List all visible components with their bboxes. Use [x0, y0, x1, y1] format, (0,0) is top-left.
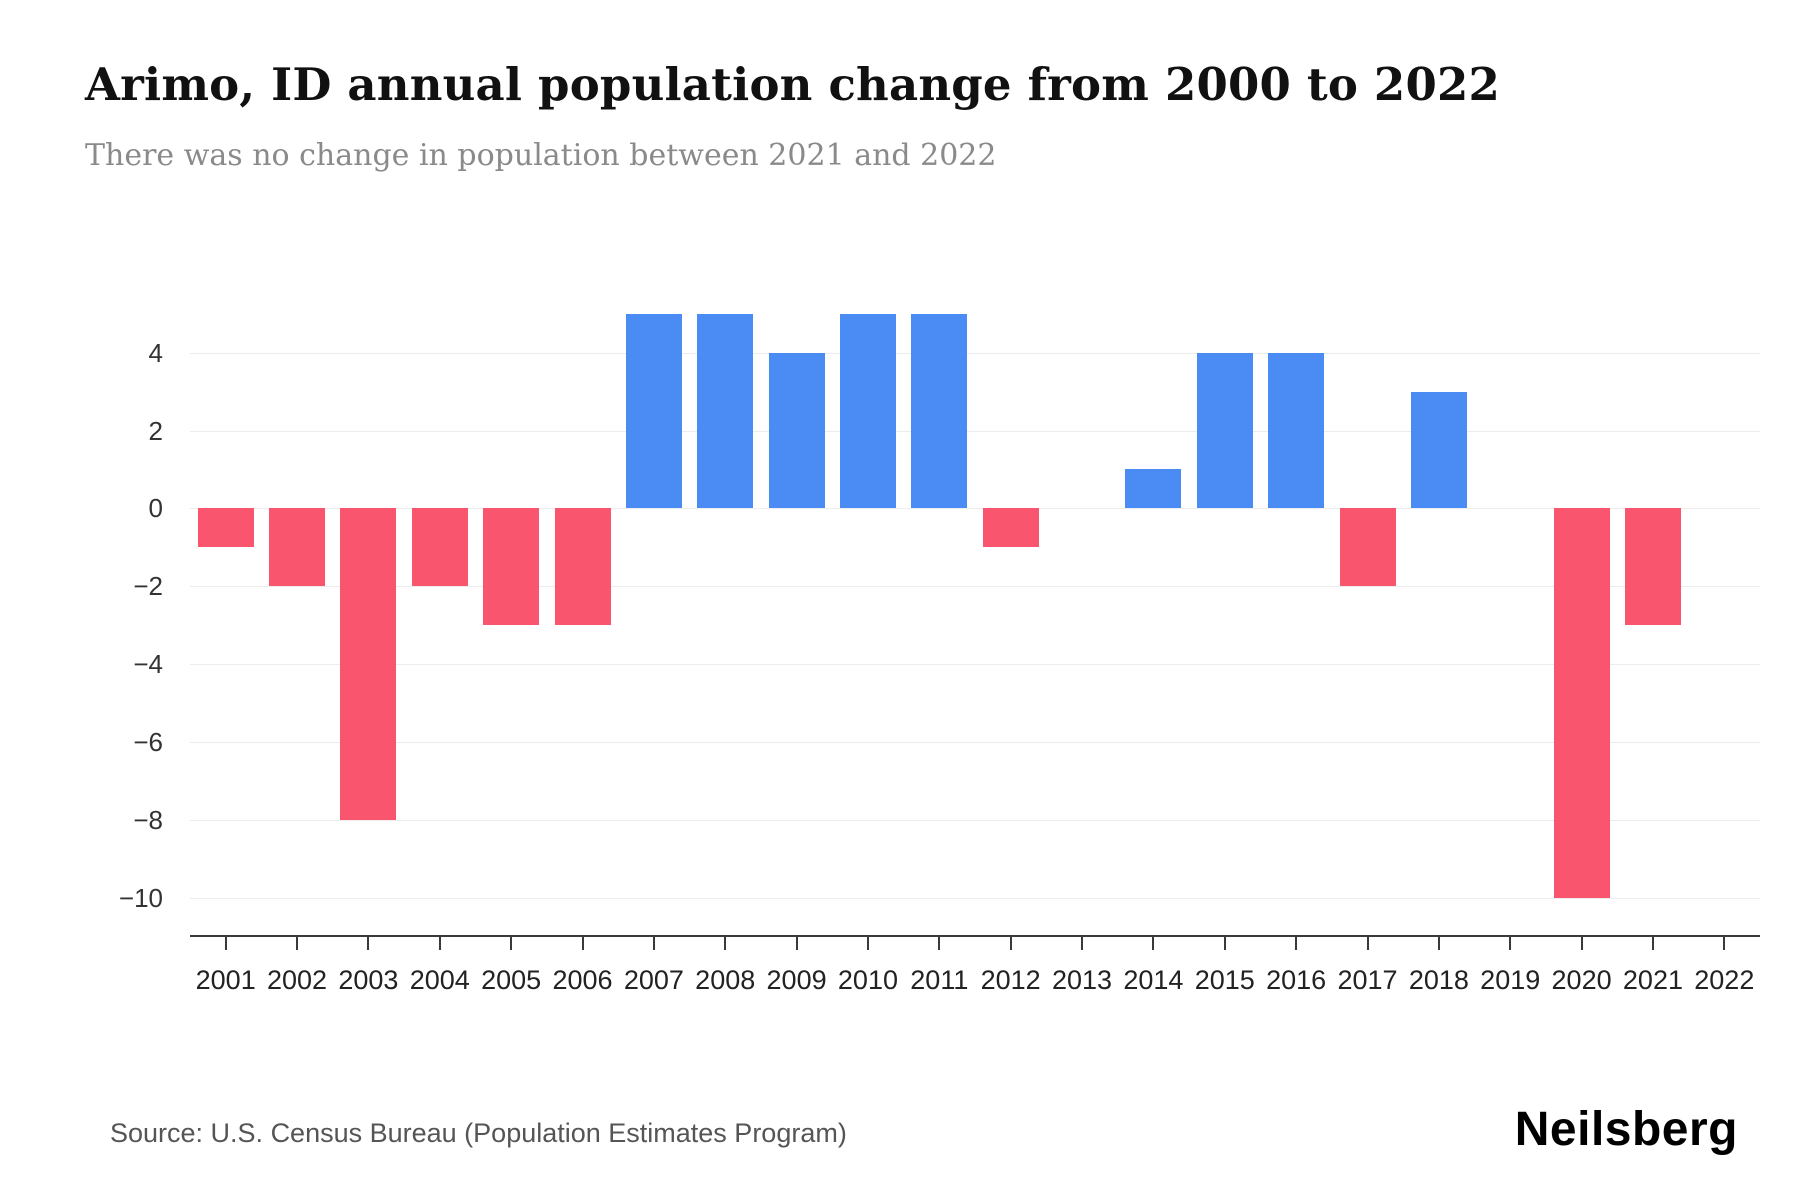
- x-axis-tick: [795, 937, 798, 950]
- x-axis-label: 2014: [1123, 965, 1184, 995]
- x-axis-label: 2018: [1408, 965, 1469, 995]
- bar-2010: [839, 313, 896, 509]
- y-axis-label: 4: [148, 337, 163, 368]
- x-axis-tick: [1295, 937, 1298, 950]
- chart-subtitle: There was no change in population betwee…: [85, 138, 997, 173]
- bar-2018: [1410, 391, 1467, 509]
- chart-title: Arimo, ID annual population change from …: [85, 58, 1500, 111]
- gridline: [190, 820, 1760, 822]
- x-axis-label: 2016: [1266, 965, 1327, 995]
- y-axis-label: −8: [133, 805, 163, 836]
- x-axis-tick: [1580, 937, 1583, 950]
- x-axis-label: 2012: [980, 965, 1041, 995]
- bar-2021: [1624, 508, 1681, 626]
- gridline: [190, 352, 1760, 354]
- x-axis-tick: [296, 937, 299, 950]
- x-axis-tick: [1081, 937, 1084, 950]
- x-axis: 2001 2002 2003 2004 2005 2006 2007 2008 2009 2010…: [190, 937, 1760, 1027]
- x-axis-label: 2005: [481, 965, 542, 995]
- x-axis-tick: [224, 937, 227, 950]
- y-axis-label: −2: [133, 571, 163, 602]
- bar-2001: [197, 508, 254, 548]
- x-axis-tick: [866, 937, 869, 950]
- x-axis-label: 2002: [266, 965, 328, 995]
- source-text: Source: U.S. Census Bureau (Population E…: [110, 1118, 847, 1148]
- y-axis-label: 0: [148, 493, 163, 524]
- gridline: [190, 742, 1760, 744]
- bar-2004: [411, 508, 468, 587]
- y-axis: 4 2 0 −2 −4 −6 −8 −10: [0, 300, 175, 935]
- x-axis-tick: [510, 937, 513, 950]
- x-axis-label: 2010: [837, 965, 898, 995]
- y-axis-label: −10: [118, 882, 163, 913]
- x-axis-label: 2020: [1551, 965, 1612, 995]
- x-axis-label: 2009: [766, 965, 827, 995]
- bar-2014: [1125, 469, 1182, 509]
- x-axis-label: 2006: [552, 965, 613, 995]
- bar-2015: [1196, 352, 1253, 509]
- x-axis-tick: [1509, 937, 1512, 950]
- x-axis-tick: [724, 937, 727, 950]
- bar-2016: [1268, 352, 1325, 509]
- bar-2002: [269, 508, 326, 587]
- bar-2020: [1553, 508, 1610, 898]
- x-axis-tick: [438, 937, 441, 950]
- x-axis-tick: [367, 937, 370, 950]
- bar-2008: [697, 313, 754, 509]
- x-axis-tick: [1009, 937, 1012, 950]
- x-axis-tick: [1651, 937, 1654, 950]
- x-axis-tick: [652, 937, 655, 950]
- x-axis-label: 2013: [1051, 965, 1113, 995]
- plot-area: [190, 300, 1760, 937]
- x-axis-tick: [581, 937, 584, 950]
- gridline: [190, 897, 1760, 899]
- x-axis-tick: [1223, 937, 1226, 950]
- x-axis-label: 2007: [623, 965, 684, 995]
- gridline: [190, 586, 1760, 588]
- bar-2006: [554, 508, 611, 626]
- bar-2007: [625, 313, 682, 509]
- x-axis-label: 2011: [910, 965, 969, 995]
- x-axis-tick: [1152, 937, 1155, 950]
- x-axis-label: 2001: [195, 965, 256, 995]
- x-axis-label: 2021: [1622, 965, 1683, 995]
- y-axis-label: −4: [133, 649, 163, 680]
- bar-2003: [340, 508, 397, 821]
- x-axis-tick: [938, 937, 941, 950]
- bar-2012: [982, 508, 1039, 548]
- x-axis-label: 2008: [695, 965, 756, 995]
- gridline: [190, 430, 1760, 432]
- x-axis-tick: [1723, 937, 1726, 950]
- bar-2009: [768, 352, 825, 509]
- brand-logo: Neilsberg: [1514, 1103, 1738, 1156]
- x-axis-label: 2022: [1694, 965, 1755, 995]
- x-axis-tick: [1437, 937, 1440, 950]
- bar-2017: [1339, 508, 1396, 587]
- x-axis-label: 2004: [409, 965, 470, 995]
- y-axis-label: 2: [148, 415, 163, 446]
- bar-2011: [911, 313, 968, 509]
- x-axis-tick: [1366, 937, 1369, 950]
- x-axis-label: 2017: [1337, 965, 1398, 995]
- gridline: [190, 664, 1760, 666]
- y-axis-label: −6: [133, 727, 163, 758]
- bar-2005: [483, 508, 540, 626]
- x-axis-label: 2015: [1194, 965, 1255, 995]
- x-axis-label: 2019: [1480, 965, 1541, 995]
- gridline: [190, 508, 1760, 510]
- x-axis-label: 2003: [338, 965, 399, 995]
